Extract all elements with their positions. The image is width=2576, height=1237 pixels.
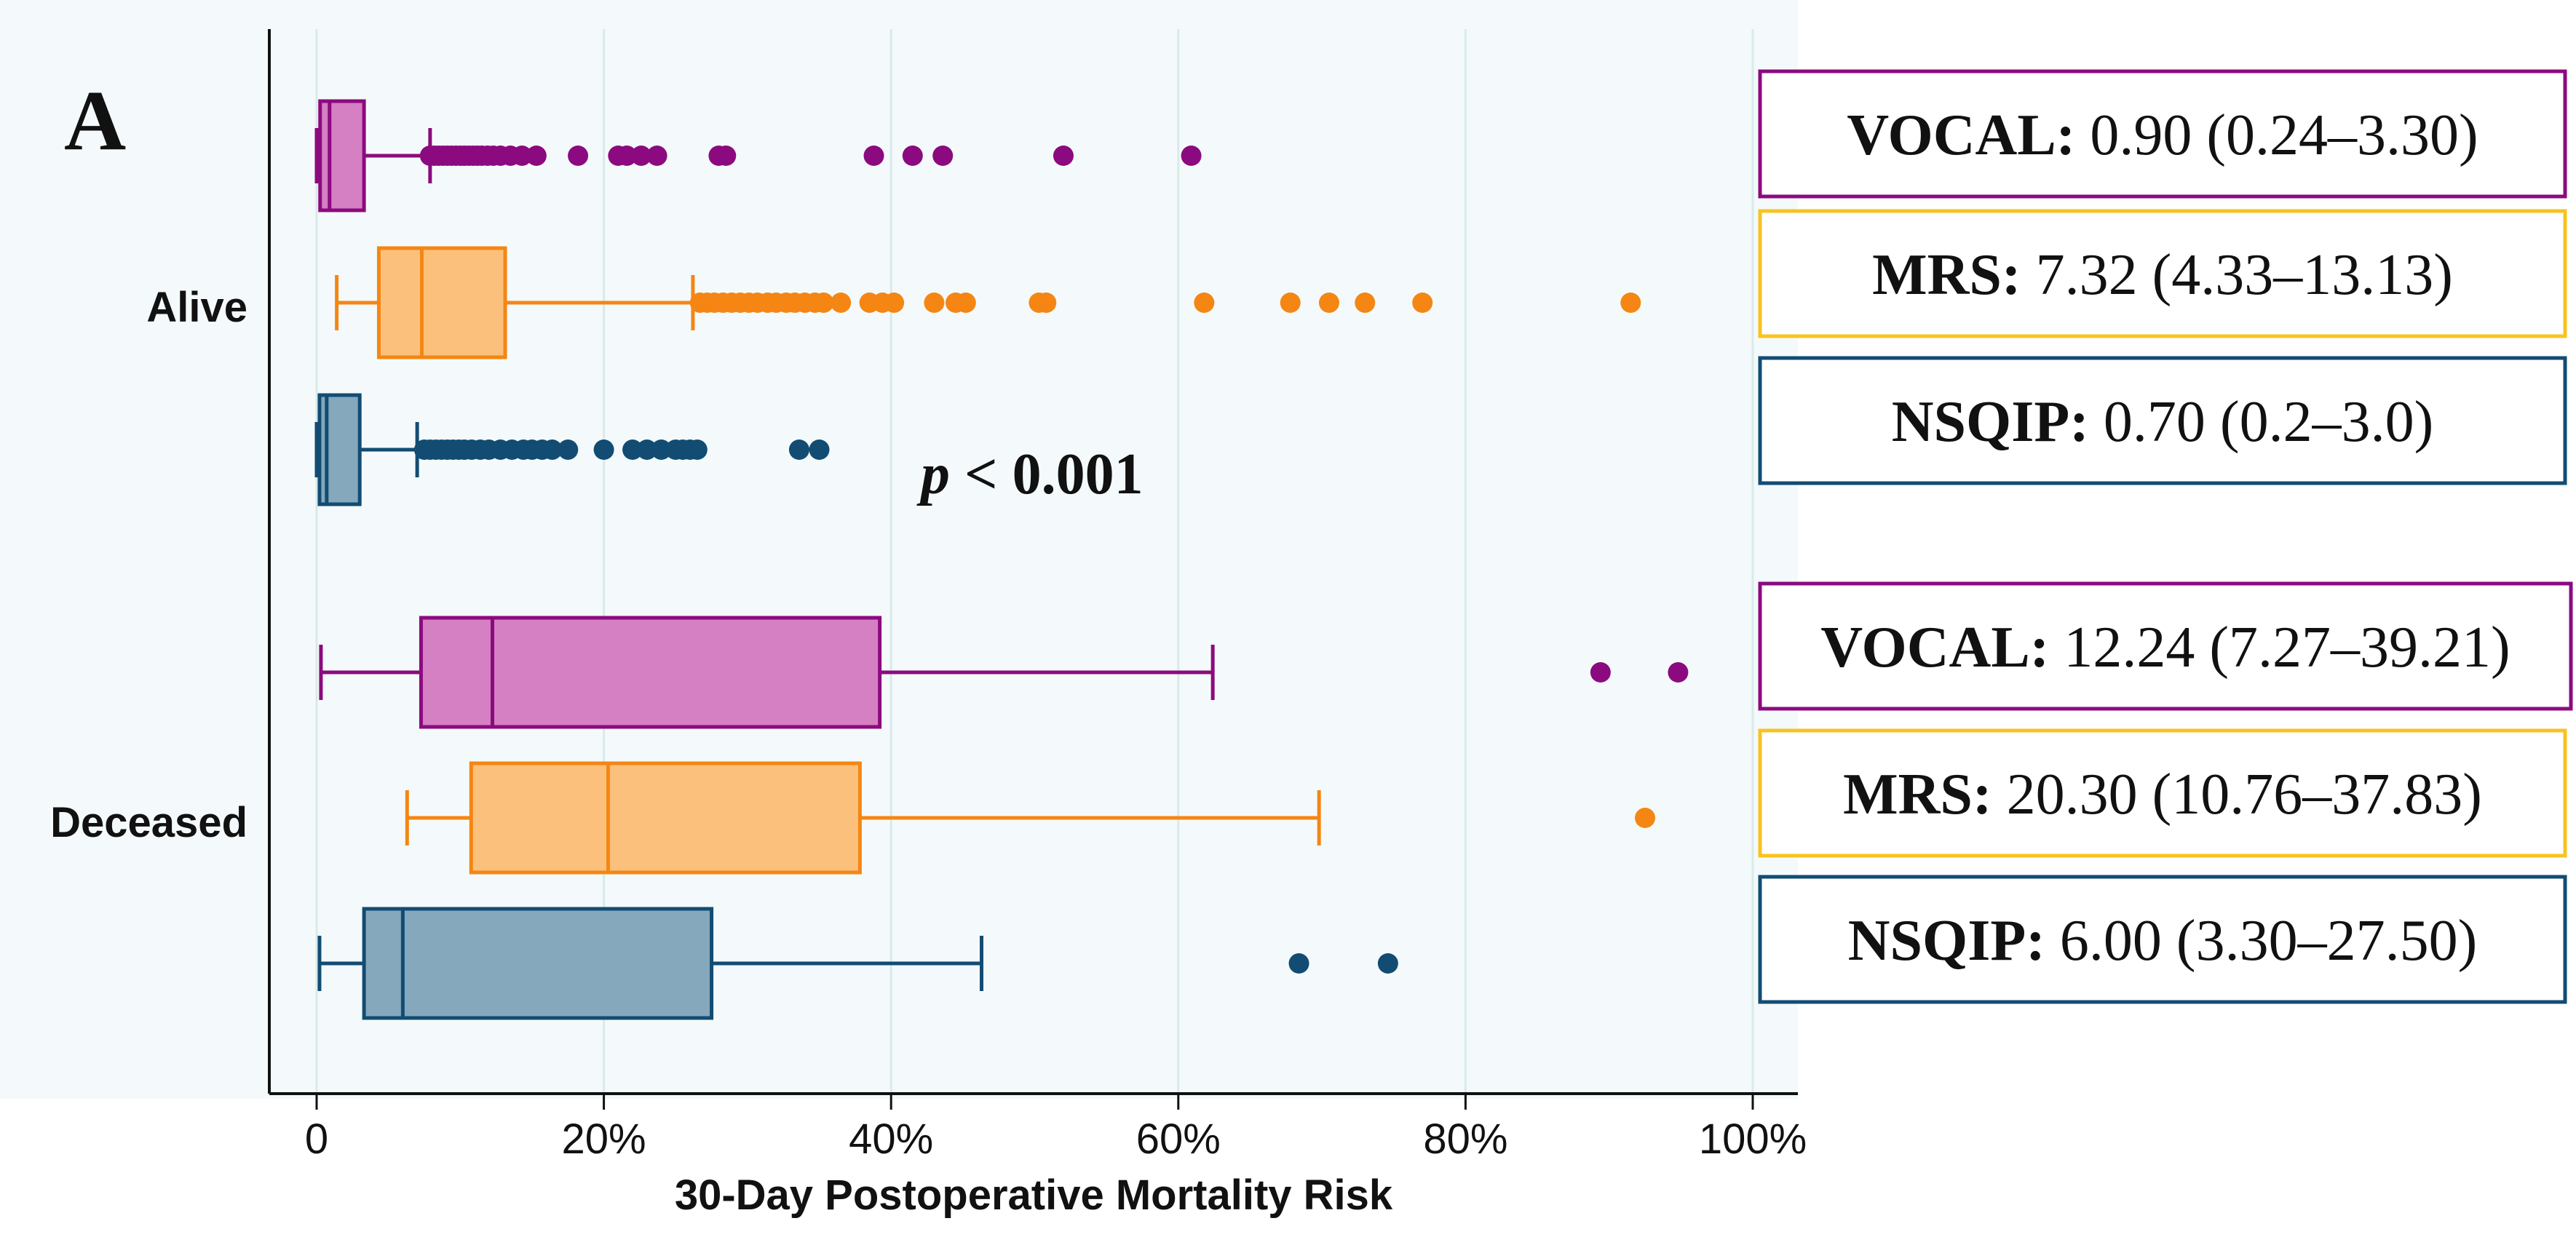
- annotation-box-3: [1758, 581, 2573, 711]
- outlier-alive-mrs-23: [1036, 293, 1057, 313]
- box-deceased-nsqip: [362, 907, 714, 1020]
- annotation-box-4: [1758, 728, 2567, 858]
- outlier-alive-nsqip-26: [788, 439, 809, 460]
- outlier-alive-nsqip-21: [651, 439, 672, 460]
- outlier-alive-mrs-18: [884, 293, 905, 313]
- annotation-box-1: [1758, 209, 2567, 338]
- outlier-alive-vocal-29: [1053, 146, 1074, 166]
- outlier-alive-vocal-27: [902, 146, 923, 166]
- outlier-alive-mrs-25: [1280, 293, 1301, 313]
- annotation-name-3: VOCAL:: [1820, 616, 2049, 680]
- annotation-value-3: 12.24 (7.27–39.21): [2049, 616, 2510, 680]
- box-deceased-vocal: [419, 616, 882, 729]
- outlier-alive-mrs-14: [813, 293, 834, 313]
- outlier-alive-nsqip-17: [558, 439, 579, 460]
- annotation-value-2: 0.70 (0.2–3.0): [2089, 390, 2433, 454]
- outlier-alive-mrs-21: [955, 293, 976, 313]
- annotation-text-5: NSQIP: 6.00 (3.30–27.50): [1848, 909, 2477, 973]
- outlier-deceased-vocal-0: [1590, 662, 1611, 683]
- annotation-name-2: NSQIP:: [1892, 390, 2089, 454]
- annotation-text-0: VOCAL: 0.90 (0.24–3.30): [1847, 103, 2478, 167]
- annotation-name-0: VOCAL:: [1847, 103, 2075, 167]
- box-deceased-mrs: [469, 761, 862, 875]
- annotation-text-3: VOCAL: 12.24 (7.27–39.21): [1820, 616, 2510, 680]
- outlier-alive-vocal-18: [526, 146, 547, 166]
- p-value: p < 0.001: [916, 442, 1144, 506]
- annotation-box-5: [1758, 875, 2567, 1004]
- outlier-alive-vocal-21: [617, 146, 638, 166]
- outlier-alive-mrs-28: [1412, 293, 1433, 313]
- outlier-alive-vocal-23: [646, 146, 667, 166]
- annotation-name-1: MRS:: [1872, 243, 2021, 307]
- annotation-name-4: MRS:: [1843, 763, 1992, 827]
- outlier-deceased-vocal-1: [1668, 662, 1689, 683]
- axes: 0 20% 40% 60% 80% 100%: [268, 29, 1807, 1163]
- outlier-alive-mrs-24: [1194, 293, 1215, 313]
- outlier-deceased-mrs-0: [1635, 808, 1656, 828]
- x-tick-label-100: 100%: [1699, 1115, 1807, 1163]
- outlier-alive-vocal-17: [512, 146, 533, 166]
- outlier-alive-vocal-30: [1181, 146, 1202, 166]
- outlier-deceased-nsqip-1: [1377, 953, 1398, 974]
- x-tick-label-40: 40%: [849, 1115, 933, 1163]
- panel-label: A: [64, 73, 126, 168]
- annotation-text-4: MRS: 20.30 (10.76–37.83): [1843, 763, 2482, 827]
- outlier-alive-vocal-22: [630, 146, 651, 166]
- annotation-text-2: NSQIP: 0.70 (0.2–3.0): [1892, 390, 2433, 454]
- outlier-deceased-nsqip-0: [1288, 953, 1309, 974]
- annotation-value-0: 0.90 (0.24–3.30): [2075, 103, 2478, 167]
- outlier-alive-vocal-26: [863, 146, 884, 166]
- outlier-alive-mrs-27: [1355, 293, 1376, 313]
- x-tick-label-20: 20%: [562, 1115, 646, 1163]
- group-label-deceased: Deceased: [50, 799, 247, 846]
- outlier-alive-mrs-26: [1318, 293, 1339, 313]
- outlier-alive-nsqip-19: [622, 439, 643, 460]
- outlier-alive-mrs-29: [1620, 293, 1641, 313]
- outlier-alive-nsqip-20: [636, 439, 657, 460]
- box-series: [314, 99, 1689, 1020]
- annotation-text-1: MRS: 7.32 (4.33–13.13): [1872, 243, 2453, 307]
- outlier-alive-nsqip-25: [686, 439, 708, 460]
- plot-background: [0, 0, 1798, 1099]
- outlier-alive-nsqip-18: [593, 439, 614, 460]
- annotation-box-0: [1758, 69, 2567, 199]
- annotation-value-5: 6.00 (3.30–27.50): [2045, 909, 2477, 973]
- outlier-alive-mrs-19: [924, 293, 945, 313]
- x-tick-label-0: 0: [305, 1115, 328, 1163]
- outlier-alive-nsqip-16: [542, 439, 563, 460]
- outlier-alive-nsqip-27: [809, 439, 830, 460]
- gridlines: [315, 29, 1754, 1094]
- outlier-alive-vocal-28: [932, 146, 954, 166]
- annotation-value-4: 20.30 (10.76–37.83): [1992, 763, 2482, 827]
- x-axis-title: 30-Day Postoperative Mortality Risk: [675, 1172, 1393, 1219]
- outlier-alive-mrs-15: [831, 293, 852, 313]
- outlier-alive-vocal-25: [716, 146, 737, 166]
- annotation-name-5: NSQIP:: [1848, 909, 2045, 973]
- annotation-box-2: [1758, 356, 2567, 485]
- box-alive-mrs: [376, 246, 507, 359]
- x-tick-label-60: 60%: [1136, 1115, 1221, 1163]
- x-tick-label-80: 80%: [1423, 1115, 1507, 1163]
- outlier-alive-vocal-19: [568, 146, 589, 166]
- group-label-alive: Alive: [146, 284, 247, 331]
- box-alive-vocal: [318, 99, 366, 212]
- annotation-boxes: VOCAL: 0.90 (0.24–3.30) MRS: 7.32 (4.33–1…: [1758, 69, 2573, 1004]
- annotation-value-1: 7.32 (4.33–13.13): [2021, 243, 2453, 307]
